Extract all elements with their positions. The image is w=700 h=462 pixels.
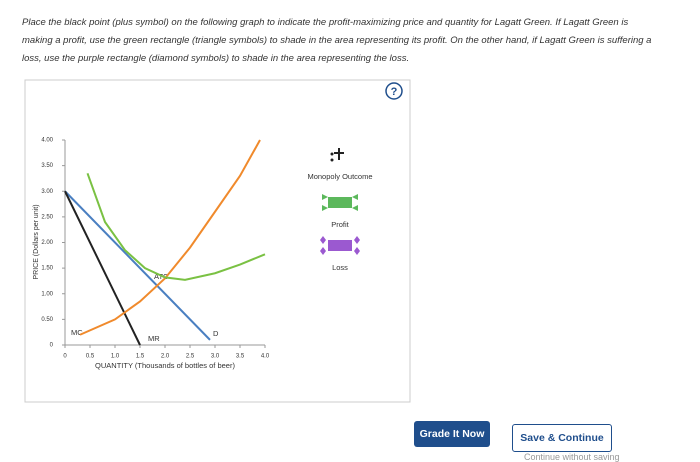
instructions: Place the black point (plus symbol) on t… — [22, 17, 652, 64]
curve — [64, 190, 141, 346]
curve — [64, 190, 211, 341]
curve-label: D — [213, 329, 219, 338]
y-tick-label: 3.50 — [41, 163, 53, 169]
y-tick-label: 1.00 — [41, 291, 53, 297]
x-tick-label: 3.0 — [211, 354, 220, 360]
legend-label: Loss — [332, 263, 348, 272]
x-tick-label: 4.0 — [261, 354, 270, 360]
legend-label: Monopoly Outcome — [307, 172, 372, 181]
x-tick-label: 2.0 — [161, 354, 170, 360]
continue-link[interactable]: Continue without saving — [524, 452, 620, 462]
help-text[interactable]: ? — [391, 86, 398, 98]
x-tick-label: 1.5 — [136, 354, 145, 360]
x-axis-label: QUANTITY (Thousands of bottles of beer) — [95, 361, 235, 370]
legend-label: Profit — [331, 220, 349, 229]
help-button[interactable] — [385, 82, 403, 100]
y-tick-label: 4.00 — [41, 138, 53, 144]
curve-label: MR — [148, 334, 160, 343]
loss-tool[interactable] — [320, 236, 360, 255]
x-tick-label: 2.5 — [186, 354, 195, 360]
profit-tool[interactable] — [322, 194, 358, 211]
grade-button[interactable]: Grade It Now — [414, 421, 490, 447]
curve-label: MC — [71, 328, 83, 337]
save-button[interactable]: Save & Continue — [512, 424, 612, 452]
y-tick-label: 1.50 — [41, 266, 53, 272]
y-tick-label: 3.00 — [41, 189, 53, 195]
y-axis-label: PRICE (Dollars per unit) — [33, 204, 40, 279]
curve — [86, 172, 266, 281]
y-tick-label: 2.50 — [41, 214, 53, 220]
y-tick-label: 0.50 — [41, 317, 53, 323]
x-tick-label: 0 — [63, 354, 67, 360]
y-tick-label: 2.00 — [41, 240, 53, 246]
x-tick-label: 1.0 — [111, 354, 120, 360]
monopoly-tool[interactable] — [330, 148, 345, 162]
curve — [79, 139, 261, 336]
y-tick-label: 0 — [50, 343, 54, 349]
x-tick-label: 0.5 — [86, 354, 95, 360]
x-tick-label: 3.5 — [236, 354, 245, 360]
